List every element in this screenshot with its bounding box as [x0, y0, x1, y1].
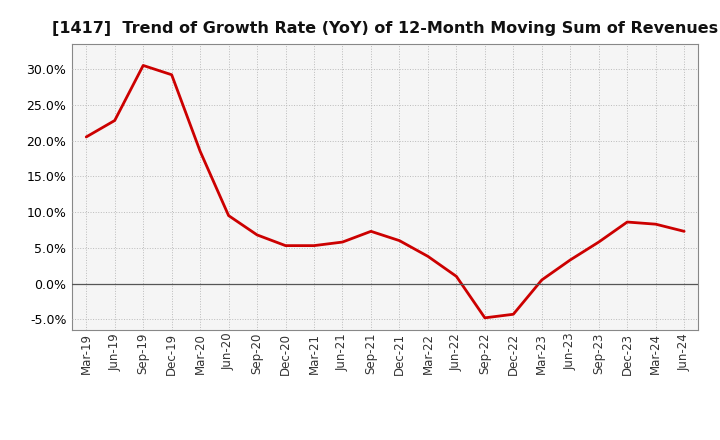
Title: [1417]  Trend of Growth Rate (YoY) of 12-Month Moving Sum of Revenues: [1417] Trend of Growth Rate (YoY) of 12-…: [52, 21, 719, 36]
